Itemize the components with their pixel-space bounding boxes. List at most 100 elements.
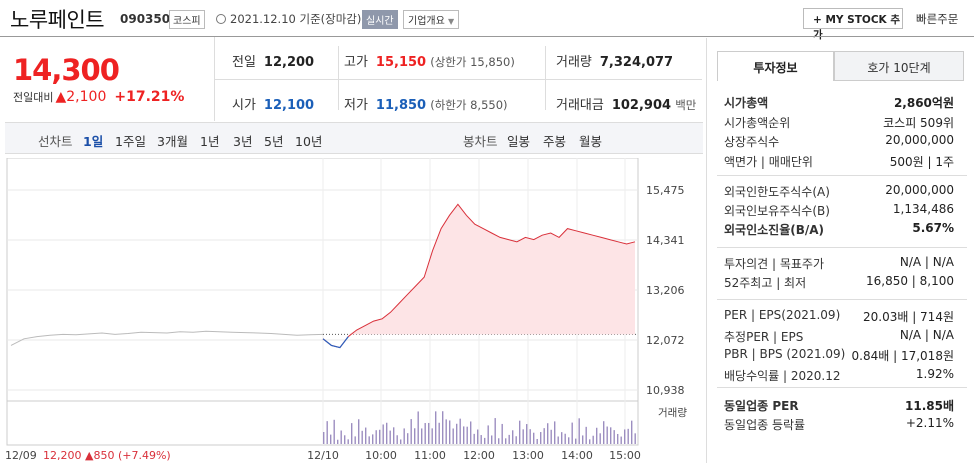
stock-header: 노루페인트 090350 코스피 2021.12.10 기준(장마감) 실시간 … [0,0,974,41]
info-row: 액면가 | 매매단위 500원 | 1주 [724,153,954,170]
volume-bar [326,421,328,444]
volume-bar [438,422,440,444]
prev-value: 12,200 [263,55,315,70]
volume-bar [554,421,556,444]
volume-bar [491,435,493,444]
volume-bar [578,418,580,444]
tab-1year[interactable]: 1년 [200,134,220,149]
volume-bar [508,434,510,444]
open-value: 12,100 [263,98,315,113]
prev-price-label: 12,200 ▲850 (+7.49%) [43,449,171,462]
prev-close: 전일 12,200 [232,51,314,70]
info-value: 20,000,000 [885,133,954,147]
y-tick-label: 10,938 [646,384,685,397]
volume-bar [536,438,538,444]
stock-name: 노루페인트 [10,8,105,32]
info-value: 11.85배 [905,399,954,413]
volume-bar [519,420,521,444]
volume-bar [323,432,325,444]
volume-bar [396,435,398,444]
tab-monthly-candle[interactable]: 월봉 [579,134,603,149]
tab-investment-info[interactable]: 투자정보 [717,51,834,81]
volume-bar [589,439,591,444]
plus-icon: + [813,14,826,26]
volume-bar [424,423,426,444]
add-mystock-button[interactable]: + MY STOCK 추가 [803,8,903,41]
info-row: 동일업종 PER 11.85배 [724,397,954,414]
tab-1week[interactable]: 1주일 [115,134,146,149]
divider [214,79,702,80]
volume-bar [421,428,423,444]
info-value: 1,134,486 [892,202,954,216]
tab-10year[interactable]: 10년 [295,134,323,149]
high-price: 고가 15,150 (상한가 15,850) [344,51,515,70]
company-overview-button[interactable]: 기업개요 ▼ [403,10,460,29]
mystock-label: MY STOCK 추가 [813,14,900,41]
volume-bar [498,438,500,444]
info-key: 상장주식수 [724,135,780,149]
section-divider [717,387,967,388]
change-label: 전일대비 [13,91,54,104]
info-value: N/A | N/A [899,255,954,269]
tab-5year[interactable]: 5년 [264,134,284,149]
volume-bar [627,428,629,444]
info-value: 5.67% [912,221,954,235]
price-panel: 14,300 전일대비 ▲2,100 +17.21% [4,37,214,118]
volume-bar [624,429,626,444]
realtime-button[interactable]: 실시간 [362,10,398,29]
volume-bar [340,430,342,444]
x-tick-label: 11:00 [414,449,446,462]
info-row: 시가총액 2,860억원 [724,94,954,111]
upper-limit: (상한가 15,850) [430,55,515,69]
volume-bar [428,422,430,444]
x-tick-label: 13:00 [512,449,544,462]
volume-bar [505,438,507,444]
volume-bar [389,430,391,444]
volume-bar [571,422,573,444]
tab-3year[interactable]: 3년 [233,134,253,149]
volume-bar [529,429,531,444]
tab-daily-candle[interactable]: 일봉 [507,134,531,149]
quick-order-link[interactable]: 빠른주문 [916,12,959,26]
info-row: 동일업종 등락률 +2.11% [724,416,954,433]
y-tick-label: 14,341 [646,234,685,247]
price-chart[interactable]: 15,475 14,341 13,206 12,072 10,938 12/10 10:00… [5,158,703,463]
volume-bar [403,428,405,444]
info-key: 투자의견 | 목표주가 [724,257,824,271]
tab-orderbook-10[interactable]: 호가 10단계 [834,51,964,81]
volume-bar [568,437,570,444]
tab-weekly-candle[interactable]: 주봉 [543,134,567,149]
volume-bar [365,427,367,444]
volume-bar [494,418,496,444]
info-key: PER | EPS(2021.09) [724,308,841,322]
volume-bar [382,424,384,444]
change-value: 2,100 [66,89,107,105]
volume-bar [477,429,479,444]
volume-bar [417,411,419,444]
tab-3month[interactable]: 3개월 [157,134,188,149]
info-row: PBR | BPS (2021.09) 0.84배 | 17,018원 [724,347,954,363]
x-tick-label: 10:00 [365,449,397,462]
info-row: 52주최고 | 최저 16,850 | 8,100 [724,274,954,291]
volume-bar [344,435,346,444]
info-key: PBR | BPS (2021.09) [724,347,846,361]
info-key: 추정PER | EPS [724,329,804,344]
info-value: N/A | N/A [899,327,954,342]
volume-bar [515,436,517,444]
volume-bar [512,430,514,444]
info-key: 시가총액순위 [724,115,791,130]
volume-bar [368,436,370,444]
volume-bar [620,436,622,444]
tab-1day[interactable]: 1일 [83,134,104,149]
volume-bar [585,426,587,444]
chevron-down-icon: ▼ [448,17,455,26]
x-tick-label: 14:00 [561,449,593,462]
candle-chart-label: 봉차트 [463,134,498,149]
volume-bar [361,430,363,444]
volume-bar [459,418,461,444]
info-row: PER | EPS(2021.09) 20.03배 | 714원 [724,308,954,324]
x-tick-label: 12:00 [463,449,495,462]
info-key: 외국인보유주식수(B) [724,204,830,218]
info-value: 20,000,000 [885,183,954,197]
current-price: 14,300 [13,53,120,87]
